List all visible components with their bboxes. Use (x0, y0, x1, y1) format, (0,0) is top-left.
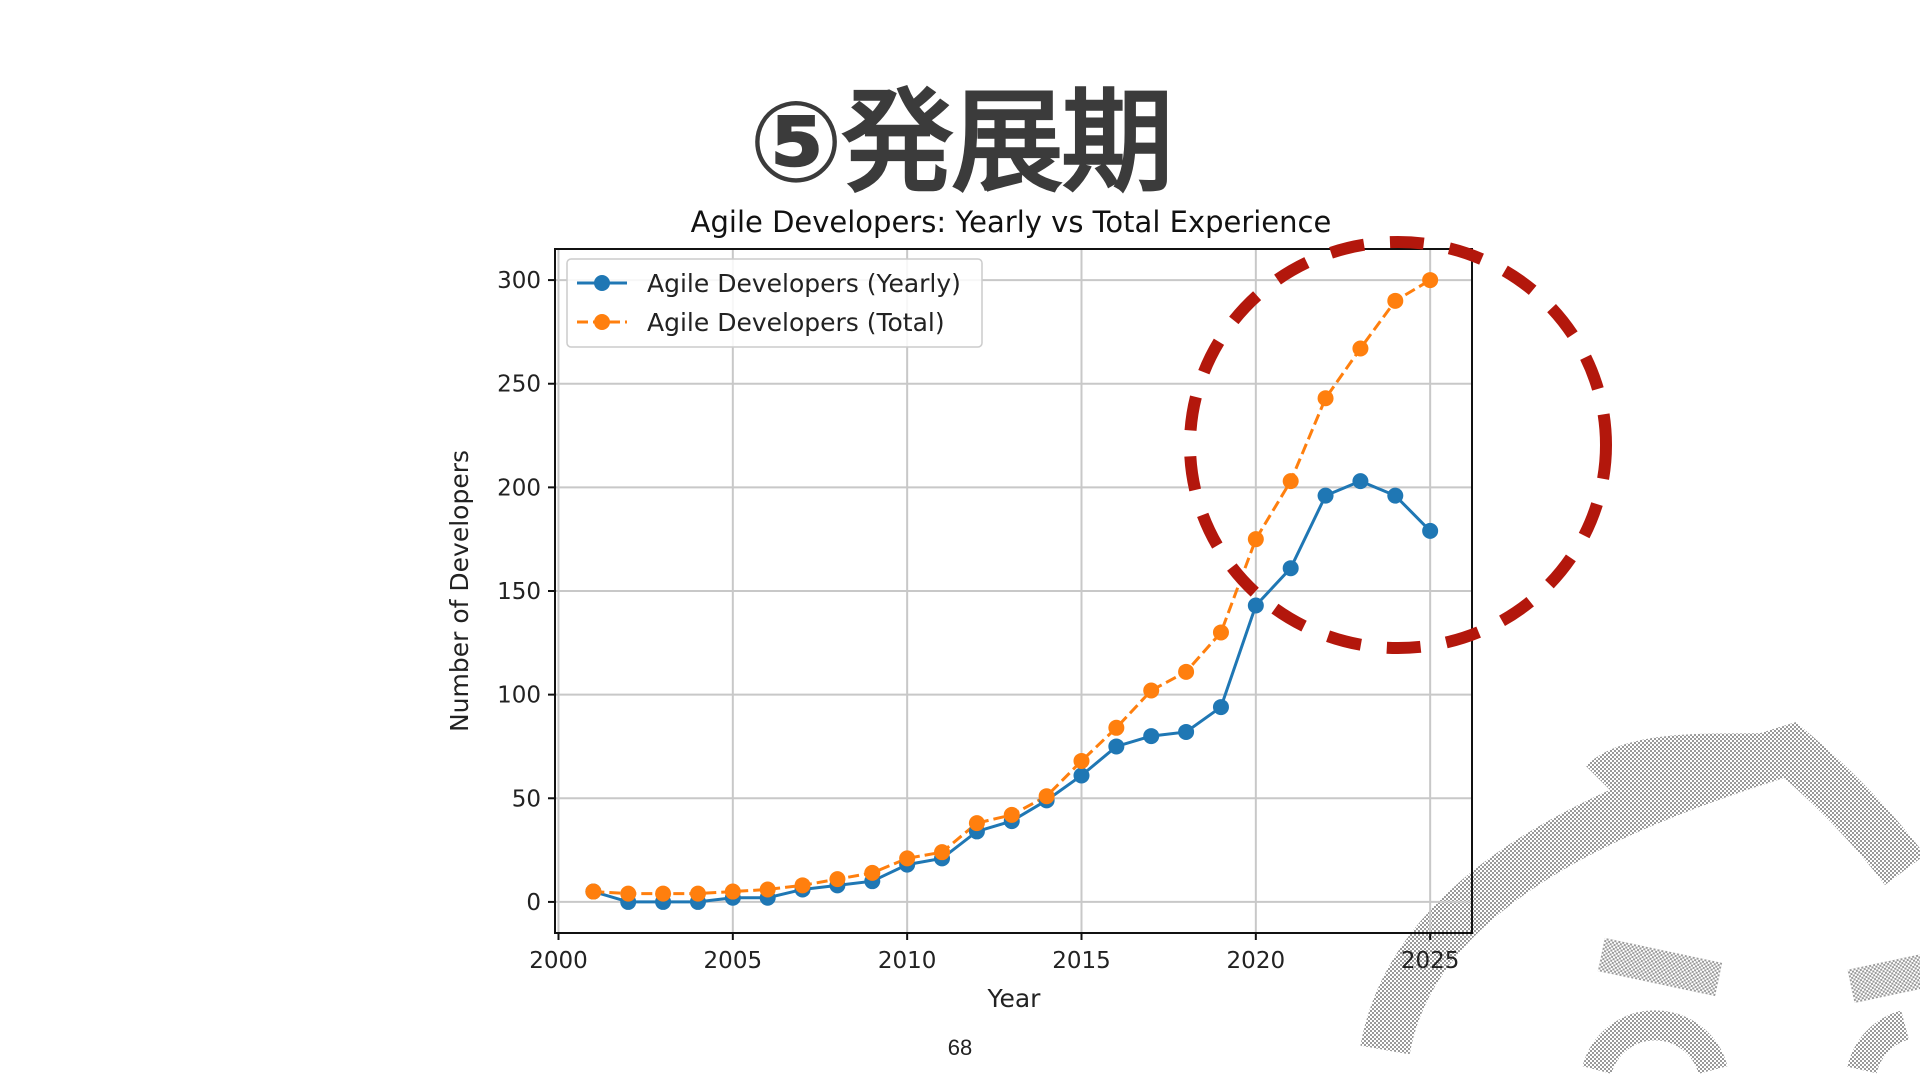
data-point-total (1247, 531, 1264, 548)
x-axis-label: Year (987, 984, 1042, 1013)
x-tick-label: 2000 (529, 948, 588, 974)
legend-marker-yearly (594, 275, 610, 291)
x-tick-label: 2015 (1052, 948, 1111, 974)
data-point-yearly (1422, 522, 1439, 539)
legend-marker-total (594, 314, 610, 330)
highlight-circle (1184, 236, 1612, 654)
y-tick-label: 0 (526, 890, 541, 916)
slide-title: ⑤発展期 (748, 78, 1174, 208)
mascot-watermark (1360, 722, 1920, 1075)
y-tick-label: 50 (512, 786, 541, 812)
data-point-total (655, 885, 672, 902)
data-point-total (620, 885, 637, 902)
data-point-yearly (1352, 473, 1369, 490)
data-point-total (1212, 624, 1229, 641)
legend: Agile Developers (Yearly) Agile Develope… (566, 258, 983, 348)
data-point-total (968, 815, 985, 832)
data-point-yearly (1317, 487, 1334, 504)
data-point-total (899, 850, 916, 867)
data-point-total (1108, 719, 1125, 736)
data-point-yearly (1212, 699, 1229, 716)
data-point-yearly (1387, 487, 1404, 504)
data-point-total (1073, 752, 1090, 769)
data-point-total (689, 885, 706, 902)
data-point-total (794, 877, 811, 894)
series-line-yearly (592, 479, 1432, 904)
data-point-yearly (1143, 728, 1160, 745)
data-point-yearly (1282, 560, 1299, 577)
page-number: 68 (947, 1035, 973, 1060)
data-point-total (1422, 272, 1439, 289)
y-axis-label: Number of Developers (445, 450, 474, 732)
chart-title: Agile Developers: Yearly vs Total Experi… (691, 205, 1332, 239)
y-tick-label: 100 (497, 683, 541, 709)
x-tick-label: 2005 (704, 948, 763, 974)
data-point-yearly (1108, 738, 1125, 755)
data-point-total (585, 883, 602, 900)
data-point-total (1178, 663, 1195, 680)
data-point-total (759, 881, 776, 898)
data-point-total (724, 883, 741, 900)
x-tick-label: 2025 (1401, 948, 1460, 974)
data-point-total (1352, 340, 1369, 357)
data-point-total (1038, 788, 1055, 805)
y-tick-label: 150 (497, 579, 541, 605)
data-point-yearly (1073, 767, 1090, 784)
x-tick-label: 2020 (1227, 948, 1286, 974)
y-tick-label: 250 (497, 372, 541, 398)
data-point-total (1387, 292, 1404, 309)
data-point-total (934, 844, 951, 861)
data-point-total (829, 871, 846, 888)
data-point-yearly (1247, 597, 1264, 614)
y-tick-label: 300 (497, 268, 541, 294)
data-point-total (1143, 682, 1160, 699)
data-point-total (864, 864, 881, 881)
y-tick-label: 200 (497, 475, 541, 501)
data-point-total (1317, 390, 1334, 407)
series-line-total (593, 278, 1431, 896)
data-point-total (1003, 806, 1020, 823)
x-tick-label: 2010 (878, 948, 937, 974)
data-point-yearly (1178, 723, 1195, 740)
legend-label-yearly: Agile Developers (Yearly) (647, 269, 961, 298)
legend-label-total: Agile Developers (Total) (647, 308, 945, 337)
data-point-total (1282, 473, 1299, 490)
